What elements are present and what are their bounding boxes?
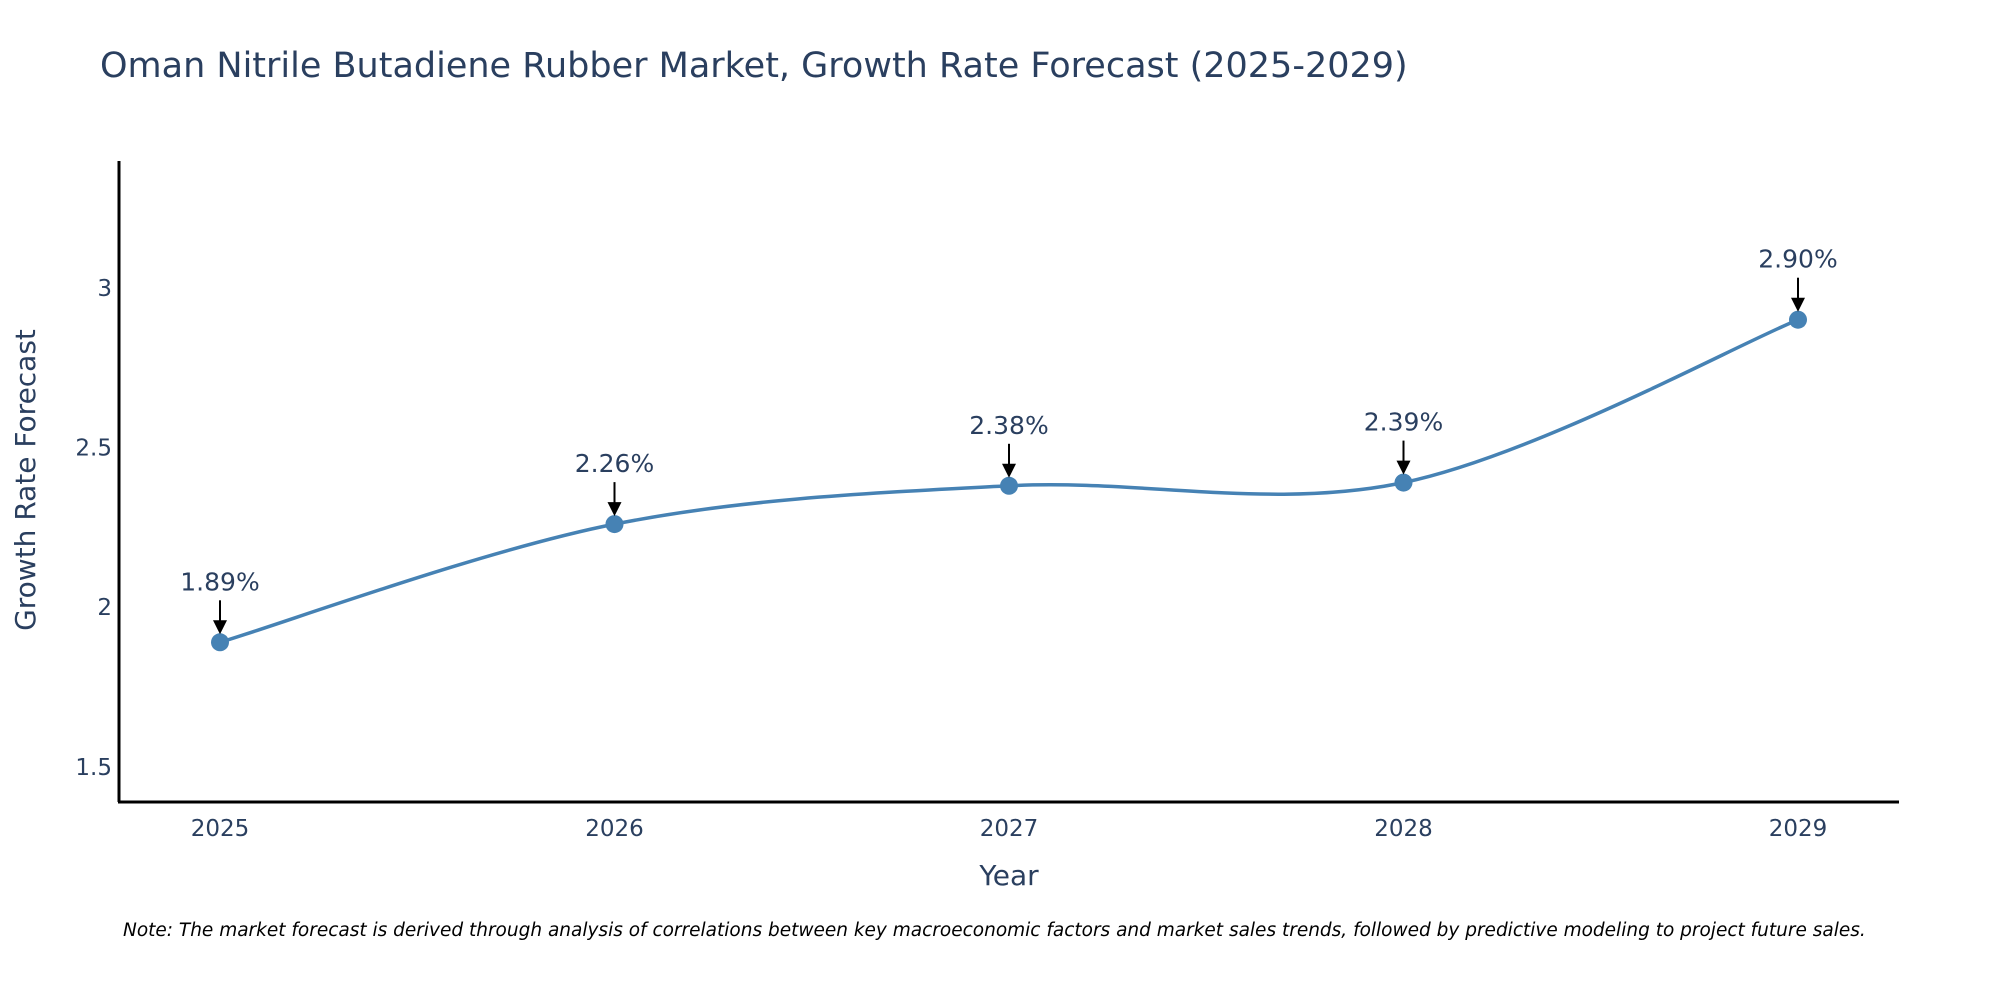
data-label: 2.90%: [1758, 245, 1837, 274]
data-point-marker: [1394, 473, 1413, 492]
y-tick-label: 1.5: [75, 755, 112, 781]
data-point-marker: [1789, 310, 1807, 329]
footnote: Note: The market forecast is derived thr…: [123, 920, 1866, 941]
y-tick-label: 3: [97, 276, 112, 302]
axes: [117, 161, 1899, 804]
x-axis-title: Year: [978, 859, 1039, 892]
y-tick-label: 2: [97, 595, 112, 621]
data-label: 2.26%: [575, 449, 654, 478]
annotation-arrow-head: [607, 502, 622, 517]
data-point-marker: [605, 515, 624, 534]
y-tick-label: 2.5: [75, 435, 112, 461]
y-tick-labels: 1.5 2 2.5 3: [75, 276, 112, 781]
data-point-marker: [1000, 476, 1018, 495]
data-annotations: 1.89% 2.26% 2.38% 2.39% 2.90%: [180, 245, 1838, 635]
data-point-marker: [211, 633, 229, 652]
data-label: 2.39%: [1364, 408, 1443, 437]
y-axis-title: Growth Rate Forecast: [9, 329, 42, 631]
annotation-arrow-head: [1396, 460, 1411, 475]
x-tick-label: 2027: [980, 816, 1039, 842]
data-points: [211, 310, 1807, 652]
annotation-arrow-head: [213, 620, 227, 635]
annotation-arrow-head: [1791, 297, 1805, 312]
x-tick-label: 2026: [585, 816, 644, 842]
x-tick-label: 2029: [1769, 816, 1828, 842]
chart-title: Oman Nitrile Butadiene Rubber Market, Gr…: [100, 46, 1408, 86]
data-label: 2.38%: [969, 411, 1048, 440]
annotation-arrow-head: [1002, 463, 1016, 478]
x-tick-labels: 2025 2026 2027 2028 2029: [191, 816, 1828, 842]
data-label: 1.89%: [180, 567, 259, 596]
x-tick-label: 2025: [191, 816, 250, 842]
x-tick-label: 2028: [1374, 816, 1433, 842]
